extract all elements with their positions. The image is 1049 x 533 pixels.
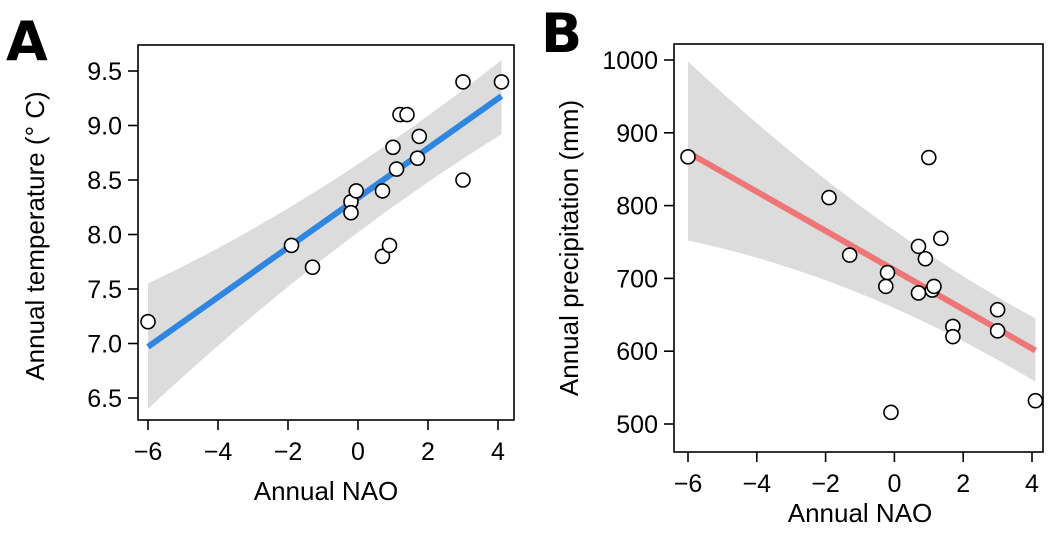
- panel-a-data-point: [381, 237, 398, 254]
- panel-b-data-point: [989, 323, 1006, 339]
- panel-a-x-tick-label: 4: [491, 438, 505, 466]
- panel-a-data-point: [455, 172, 471, 188]
- panel-a-x-tick-label: 0: [351, 438, 365, 466]
- panel-a-data-point: [140, 313, 156, 330]
- panel-a-x-tick-label: 2: [421, 438, 435, 466]
- panel-a-data-point: [304, 259, 321, 276]
- panel-a-data-point: [455, 74, 471, 90]
- panel-b-y-tick-label: 800: [616, 193, 658, 221]
- panel-a-data-point: [493, 74, 510, 90]
- panel-a-data-point: [411, 128, 428, 145]
- panel-a-y-tick-label: 7.0: [87, 331, 122, 359]
- panel-b-x-tick-label: −2: [811, 470, 840, 498]
- panel-b-x-tick-label: −4: [743, 470, 772, 498]
- panel-a-y-axis-title: Annual temperature (° C): [20, 91, 50, 380]
- panel-a-y-tick-label: 9.5: [87, 58, 122, 86]
- panel-a-confidence-band: [148, 60, 502, 409]
- panel-a-data-point: [343, 204, 359, 221]
- panel-b-x-axis-title: Annual NAO: [788, 498, 933, 528]
- panel-a-data-point: [385, 139, 401, 156]
- panel-b-data-point: [877, 278, 894, 295]
- panel-b-data-point: [920, 149, 937, 166]
- panel-b-data-point: [926, 278, 942, 295]
- panel-a-x-tick-label: −4: [204, 438, 233, 466]
- panel-a-y-tick-label: 6.5: [87, 385, 122, 413]
- panel-a-data-point: [374, 248, 391, 265]
- panel-b-data-point: [910, 238, 927, 255]
- panel-b-data-point: [910, 285, 927, 301]
- panel-b-y-axis-title: Annual precipitation (mm): [554, 100, 584, 396]
- panel-b-data-point: [933, 230, 949, 247]
- panel-a-x-tick-label: −6: [134, 438, 163, 466]
- panel-a: A −6 −4 −2 0 2 4 6.5 7.0 7.5 8.0 8.5 9.0 9.5 Annual…: [6, 10, 515, 506]
- panel-a-y-tick-label: 8.5: [87, 167, 122, 195]
- panel-a-x-tick-label: −2: [274, 438, 303, 466]
- panel-b-data-point: [917, 250, 934, 267]
- panel-b-confidence-band: [688, 61, 1036, 382]
- panel-a-x-axis-title: Annual NAO: [254, 476, 399, 506]
- panel-b-data-point: [945, 328, 961, 345]
- panel-a-data-point: [388, 161, 405, 177]
- panel-a-y-tick-label: 7.5: [87, 276, 122, 304]
- panel-b-data-point: [841, 247, 858, 263]
- panel-b-y-tick-label: 700: [616, 265, 658, 293]
- panel-b-y-tick-label: 500: [616, 411, 658, 439]
- panel-a-data-point: [374, 183, 391, 199]
- panel-a-label: A: [6, 10, 48, 73]
- panel-b-x-tick-label: 4: [1025, 470, 1039, 498]
- panel-b-y-tick-label: 600: [616, 338, 658, 366]
- panel-a-data-point: [283, 237, 300, 254]
- panel-b-data-point: [1027, 392, 1044, 409]
- panel-b-regression-line: [686, 149, 1037, 354]
- panel-b-x-tick-label: 2: [956, 470, 970, 498]
- panel-b-x-tick-label: 0: [887, 470, 901, 498]
- panel-b-data-point: [879, 264, 896, 281]
- panel-b-x-tick-label: −6: [674, 470, 703, 498]
- panel-b-label: B: [541, 2, 582, 65]
- panel-b-data-point: [680, 149, 696, 165]
- panel-b-y-tick-label: 900: [616, 120, 658, 148]
- panel-b-plot-frame: [673, 43, 1044, 453]
- panel-b: B −6 −4 −2 0 2 4 500 600 700 800 900 1000 Annual N…: [541, 2, 1044, 528]
- panel-a-y-tick-label: 9.0: [87, 113, 122, 141]
- panel-b-data-point: [883, 404, 899, 421]
- panel-a-data-point: [399, 106, 415, 123]
- panel-a-plot-frame: [137, 44, 515, 421]
- panel-b-data-point: [989, 301, 1006, 318]
- panel-a-regression-line: [146, 93, 504, 350]
- panel-a-data-point: [348, 183, 365, 199]
- panel-a-data-point: [409, 150, 426, 166]
- panel-b-y-tick-label: 1000: [602, 47, 658, 75]
- panel-a-y-tick-label: 8.0: [87, 222, 122, 250]
- panel-b-data-point: [821, 189, 837, 206]
